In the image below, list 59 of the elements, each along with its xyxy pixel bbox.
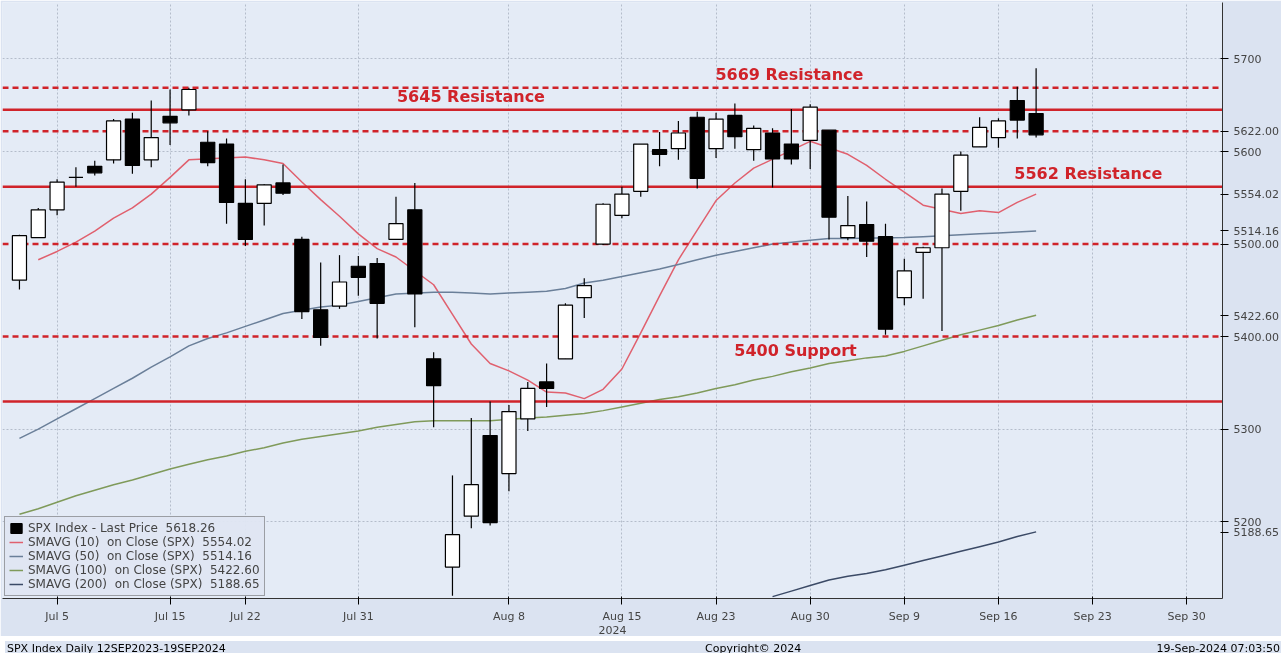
legend-label: SMAVG (50) on Close (SPX) 5514.16 — [28, 549, 252, 563]
ref-line-label: 5400 Support — [734, 340, 858, 360]
candlestick — [859, 200, 875, 258]
candlestick — [971, 116, 988, 148]
candlestick — [350, 255, 366, 297]
y-tick-label: 5200 — [1233, 515, 1262, 529]
candlestick — [746, 124, 762, 162]
candlestick — [538, 362, 555, 408]
candlestick — [990, 117, 1007, 149]
candlestick — [275, 163, 291, 196]
candlestick — [256, 183, 272, 227]
candlestick — [576, 277, 592, 319]
candlestick — [651, 131, 668, 167]
y-tick-label: 5622.00 — [1233, 125, 1279, 139]
ref-line-label: 5562 Resistance — [1014, 163, 1163, 183]
candlestick — [614, 186, 630, 219]
legend-label: SMAVG (200) on Close (SPX) 5188.65 — [28, 577, 260, 591]
y-tick-label: 5422.60 — [1233, 309, 1279, 323]
candlestick — [162, 88, 178, 146]
x-tick-label: Sep 23 — [1073, 609, 1112, 623]
x-tick-label: Sep 16 — [979, 609, 1018, 623]
x-tick-label: Aug 8 — [492, 609, 525, 623]
candlestick — [181, 87, 197, 117]
ref-line-label: 5645 Resistance — [396, 86, 546, 106]
candlestick — [840, 195, 856, 241]
x-axis-title: 2024 — [598, 623, 627, 637]
y-tick-label: 5300 — [1233, 423, 1262, 437]
line-series — [771, 531, 1037, 598]
candlestick — [727, 102, 743, 150]
candlestick — [783, 108, 800, 166]
y-tick-label: 5500.00 — [1233, 238, 1279, 252]
candlestick — [200, 130, 216, 167]
y-tick-label: 5188.65 — [1233, 526, 1279, 540]
x-tick-label: Jul 31 — [341, 609, 374, 623]
candlestick — [388, 196, 404, 241]
x-tick-label: Jul 22 — [228, 609, 261, 623]
ref-line-label: 5669 Resistance — [715, 64, 864, 84]
y-tick-label: 5554.02 — [1233, 188, 1279, 202]
x-tick-label: Aug 15 — [602, 609, 642, 623]
candlestick — [1009, 86, 1025, 140]
legend-label: SPX Index - Last Price 5618.26 — [28, 521, 216, 535]
x-tick-label: Jul 5 — [44, 609, 69, 623]
legend-label: SMAVG (100) on Close (SPX) 5422.60 — [28, 563, 260, 577]
candlestick — [1028, 67, 1044, 139]
y-tick-label: 5600 — [1233, 145, 1262, 159]
candlestick — [670, 120, 687, 161]
line-series — [18, 314, 1037, 516]
candlestick — [68, 166, 84, 188]
y-tick-label: 5400.00 — [1233, 330, 1279, 344]
x-tick-label: Aug 30 — [790, 609, 830, 623]
x-tick-label: Sep 30 — [1167, 609, 1206, 623]
legend-label: SMAVG (10) on Close (SPX) 5554.02 — [28, 535, 252, 549]
x-tick-label: Aug 23 — [696, 609, 736, 623]
y-tick-label: 5514.16 — [1233, 224, 1279, 238]
x-tick-label: Jul 15 — [153, 609, 186, 623]
y-tick-label: 5700 — [1233, 52, 1262, 66]
x-tick-label: Sep 9 — [888, 609, 920, 623]
candlestick — [143, 100, 159, 168]
candlestick — [915, 246, 931, 300]
